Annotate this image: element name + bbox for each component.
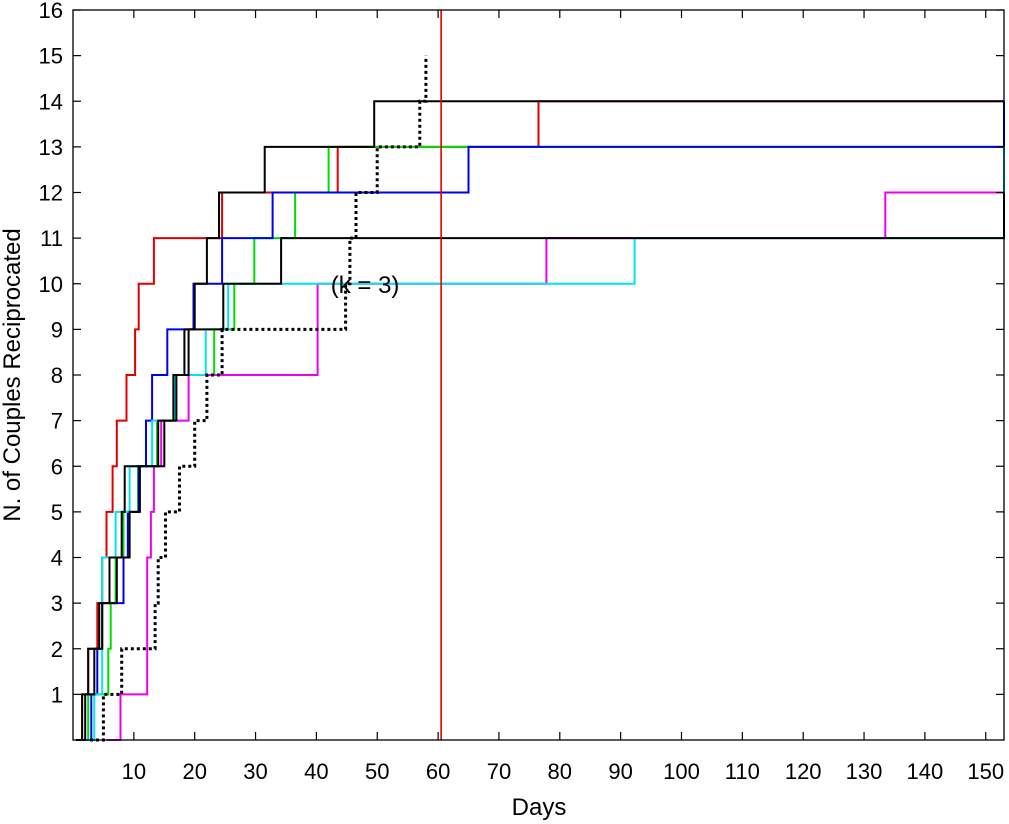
x-axis-label: Days [512,794,567,821]
y-tick-label: 8 [51,363,63,388]
y-tick-label: 1 [51,682,63,707]
y-tick-label: 11 [40,226,63,251]
x-tick-label: 10 [122,759,146,784]
y-tick-label: 5 [51,500,63,525]
x-tick-label: 120 [785,759,822,784]
x-tick-label: 90 [608,759,632,784]
x-tick-label: 110 [725,759,760,784]
tick-layer: 10 20 30 40 50 60 70 80 90 100 110 120 130 140 1501234… [39,0,1005,784]
series-line-7 [76,192,1005,741]
y-tick-label: 13 [39,135,63,160]
y-tick-label: 16 [39,0,63,23]
annotation-k: (k = 3) [331,272,400,299]
y-tick-label: 12 [39,181,63,206]
series-line-5 [77,146,1005,741]
y-axis-label: N. of Couples Reciprocated [0,228,26,521]
y-tick-label: 10 [39,272,63,297]
y-tick-label: 7 [51,409,63,434]
y-tick-label: 15 [39,44,63,69]
series-layer [76,55,1005,742]
y-tick-label: 3 [51,591,63,616]
series-line-6 [77,100,1004,741]
x-tick-label: 70 [487,759,511,784]
y-tick-label: 14 [39,89,63,114]
x-tick-label: 60 [426,759,450,784]
x-tick-label: 100 [663,759,700,784]
x-tick-label: 20 [182,759,206,784]
x-tick-label: 130 [846,759,883,784]
x-tick-label: 140 [907,759,944,784]
series-line-4 [106,146,1005,741]
x-tick-label: 50 [365,759,389,784]
y-tick-label: 9 [51,317,63,342]
x-tick-label: 30 [243,759,267,784]
x-tick-label: 40 [304,759,328,784]
y-tick-label: 2 [51,637,63,662]
x-tick-label: 150 [967,759,1004,784]
x-tick-label: 80 [548,759,572,784]
series-line-2 [77,145,1004,741]
y-tick-label: 6 [51,454,63,479]
series-line-1 [76,100,1004,741]
y-tick-label: 4 [51,546,63,571]
series-line-8 [90,55,428,742]
